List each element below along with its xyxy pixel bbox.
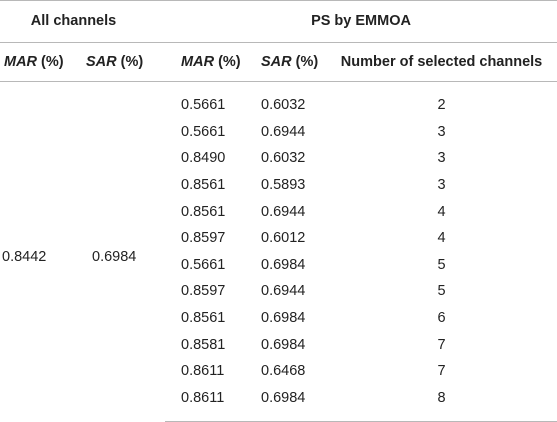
ps-sar-cell: 0.5893	[261, 177, 306, 194]
ps-sar-cell: 0.6032	[261, 97, 306, 114]
num-selected-cell: 3	[437, 177, 446, 194]
col-header-sar-ps: SAR (%)	[245, 42, 327, 82]
ps-sar-cell: 0.6032	[261, 150, 306, 167]
pct-label: (%)	[214, 54, 241, 70]
num-selected-cell: 8	[326, 384, 557, 422]
sar-label: SAR	[86, 54, 117, 70]
ps-mar-cell: 0.8581	[181, 336, 226, 353]
num-selected-cell: 2	[437, 97, 446, 114]
pct-label: (%)	[291, 54, 319, 70]
all-channels-sar-cell: 0.6984	[92, 248, 137, 265]
group-header-ps-by-emmoa: PS by EMMOA	[165, 0, 557, 43]
all-channels-mar-cell: 0.8442	[2, 248, 47, 265]
table-row: 0.8490 0.6032 3	[0, 145, 557, 172]
num-selected-cell: 5	[437, 283, 446, 300]
ps-sar-cell: 0.6984	[245, 384, 327, 422]
ps-sar-cell: 0.6984	[261, 256, 306, 273]
pct-label: (%)	[37, 54, 64, 70]
num-selected-cell: 4	[437, 203, 446, 220]
table-row: 0.8597 0.6012 4	[0, 225, 557, 252]
table-row: 0.5661 0.6984 5	[0, 252, 557, 279]
ps-sar-cell: 0.6468	[261, 363, 306, 380]
top-rule	[0, 0, 557, 1]
ps-sar-cell: 0.6944	[261, 203, 306, 220]
ps-mar-cell: 0.8561	[181, 203, 226, 220]
col-header-num-selected: Number of selected channels	[326, 42, 557, 82]
col-header-sar-all: SAR (%)	[80, 42, 166, 82]
ps-mar-cell: 0.5661	[181, 256, 226, 273]
num-selected-cell: 6	[437, 310, 446, 327]
ps-sar-cell: 0.6984	[261, 336, 306, 353]
table-row: 0.8611 0.6468 7	[0, 358, 557, 385]
ps-mar-cell: 0.8561	[181, 310, 226, 327]
num-selected-cell: 7	[437, 336, 446, 353]
ps-mar-cell: 0.8597	[181, 283, 226, 300]
col-header-mar-all: MAR (%)	[0, 42, 80, 82]
table-row: 0.8561 0.6984 6	[0, 305, 557, 332]
num-selected-cell: 7	[437, 363, 446, 380]
group-header-row: All channels PS by EMMOA	[0, 0, 557, 43]
group-header-all-channels: All channels	[0, 0, 166, 43]
num-selected-cell: 5	[437, 256, 446, 273]
pct-label: (%)	[116, 54, 144, 70]
ps-sar-cell: 0.6944	[261, 283, 306, 300]
col-header-mar-ps: MAR (%)	[165, 42, 246, 82]
mar-label: MAR	[181, 54, 215, 70]
num-selected-cell: 3	[437, 123, 446, 140]
ps-mar-cell: 0.8561	[181, 177, 226, 194]
ps-sar-cell: 0.6944	[261, 123, 306, 140]
table-body: 0.8442 0.6984 0.5661 0.6032 2 0.5661 0.6944 3 0.…	[0, 82, 557, 422]
num-selected-cell: 4	[437, 230, 446, 247]
ps-sar-cell: 0.6012	[261, 230, 306, 247]
column-header-row: MAR (%) SAR (%) MAR (%) SAR (%) Number o…	[0, 42, 557, 82]
ps-mar-cell: 0.8611	[181, 363, 225, 380]
ps-mar-cell: 0.5661	[181, 123, 226, 140]
table-row: 0.8561 0.6944 4	[0, 198, 557, 225]
ps-sar-cell: 0.6984	[261, 310, 306, 327]
table-row: 0.8442 0.6984 0.5661 0.6032 2	[0, 82, 557, 265]
ps-mar-cell: 0.8611	[165, 384, 246, 422]
mar-label: MAR	[4, 54, 38, 70]
ps-mar-cell: 0.5661	[181, 97, 226, 114]
num-selected-cell: 3	[437, 150, 446, 167]
table-row: 0.8581 0.6984 7	[0, 331, 557, 358]
ps-mar-cell: 0.8490	[181, 150, 226, 167]
table-row: 0.8597 0.6944 5	[0, 278, 557, 305]
table-row: 0.5661 0.6944 3	[0, 119, 557, 146]
ps-mar-cell: 0.8597	[181, 230, 226, 247]
sar-label: SAR	[261, 54, 292, 70]
table-row: 0.8561 0.5893 3	[0, 172, 557, 199]
